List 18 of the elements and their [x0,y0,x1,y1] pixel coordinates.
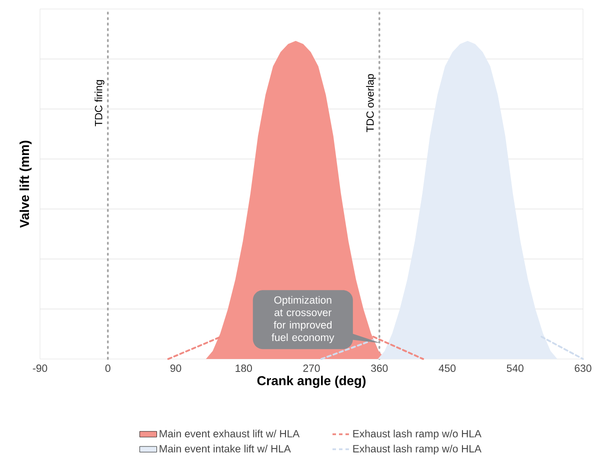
x-tick-label: 360 [371,364,388,372]
x-tick-label: 270 [303,364,320,372]
x-tick-label: 540 [506,364,524,372]
x-tick-label: 90 [170,364,182,372]
ref-line-label: TDC firing [94,80,104,126]
legend-label: Exhaust lash ramp w/o HLA [353,430,482,440]
ref-line-label: TDC overlap [366,74,376,132]
x-tick-label: -90 [32,364,48,372]
x-tick-label: 630 [574,364,592,372]
legend-label: Main event exhaust lift w/ HLA [160,430,300,438]
x-axis-title: Crank angle (deg) [257,376,366,388]
x-tick-label: 450 [438,364,456,372]
y-axis-title: Valve lift (mm) [20,140,32,228]
annotation: Optimization at crossover for improved fuel economy [272,296,334,344]
legend-label: Exhaust lash ramp w/o HLA [353,444,482,454]
x-tick-label: 180 [236,364,252,372]
x-tick-label: 0 [105,364,110,372]
legend-label: Main event intake lift w/ HLA [160,444,291,452]
